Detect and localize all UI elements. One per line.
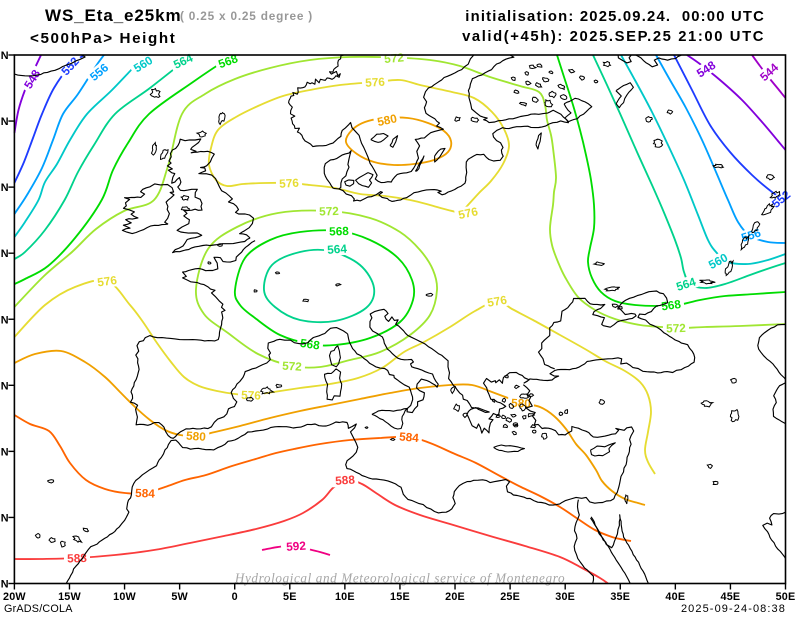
svg-text:564: 564 <box>327 241 348 256</box>
svg-text:20E: 20E <box>445 591 465 603</box>
svg-text:GrADS/COLA: GrADS/COLA <box>4 603 73 615</box>
svg-text:N: N <box>1 446 9 458</box>
svg-text:572: 572 <box>282 359 303 374</box>
svg-text:568: 568 <box>216 51 240 71</box>
svg-text:576: 576 <box>96 273 118 290</box>
svg-text:N: N <box>1 579 9 591</box>
svg-text:584: 584 <box>135 486 156 501</box>
svg-text:15W: 15W <box>58 591 81 603</box>
svg-text:2025-09-24-08:38: 2025-09-24-08:38 <box>681 603 786 615</box>
svg-text:576: 576 <box>241 388 262 403</box>
svg-text:568: 568 <box>299 336 321 353</box>
svg-text:592: 592 <box>286 538 307 553</box>
svg-text:572: 572 <box>319 204 340 219</box>
svg-text:5E: 5E <box>283 591 297 603</box>
svg-text:N: N <box>1 380 9 392</box>
svg-text:<500hPa> Height: <500hPa> Height <box>30 30 176 47</box>
svg-text:5W: 5W <box>171 591 188 603</box>
svg-text:N: N <box>1 512 9 524</box>
svg-text:0: 0 <box>232 591 238 603</box>
svg-text:25E: 25E <box>500 591 520 603</box>
svg-text:580: 580 <box>186 429 207 444</box>
svg-text:576: 576 <box>365 75 386 90</box>
svg-text:15E: 15E <box>390 591 410 603</box>
svg-text:N: N <box>1 314 9 326</box>
svg-text:572: 572 <box>666 321 687 336</box>
svg-text:568: 568 <box>660 297 682 314</box>
svg-text:initialisation: 2025.09.24. 0: initialisation: 2025.09.24. 00:00 UTC <box>465 9 765 25</box>
svg-text:N: N <box>1 50 9 62</box>
svg-text:584: 584 <box>399 429 420 445</box>
svg-text:576: 576 <box>486 293 508 310</box>
svg-text:45E: 45E <box>721 591 741 603</box>
svg-text:10E: 10E <box>335 591 355 603</box>
svg-text:10W: 10W <box>113 591 136 603</box>
svg-text:30E: 30E <box>555 591 575 603</box>
svg-text:WS_Eta_e25km: WS_Eta_e25km <box>45 6 181 25</box>
svg-text:588: 588 <box>67 551 88 566</box>
svg-text:576: 576 <box>457 204 480 222</box>
svg-text:576: 576 <box>279 176 300 191</box>
svg-text:( 0.25 x 0.25 degree ): ( 0.25 x 0.25 degree ) <box>180 9 313 23</box>
svg-text:40E: 40E <box>665 591 685 603</box>
svg-text:N: N <box>1 182 9 194</box>
svg-text:568: 568 <box>329 224 350 239</box>
svg-text:50E: 50E <box>776 591 796 603</box>
svg-text:valid(+45h): 2025.SEP.25 21:00: valid(+45h): 2025.SEP.25 21:00 UTC <box>462 29 765 45</box>
svg-text:588: 588 <box>335 472 356 487</box>
svg-text:20W: 20W <box>3 591 26 603</box>
svg-text:N: N <box>1 248 9 260</box>
svg-text:580: 580 <box>376 111 399 129</box>
svg-text:Hydrological and Meteorologica: Hydrological and Meteorological service … <box>234 571 565 586</box>
svg-text:N: N <box>1 116 9 128</box>
svg-text:564: 564 <box>675 274 698 294</box>
svg-text:572: 572 <box>384 50 405 66</box>
svg-text:35E: 35E <box>610 591 630 603</box>
